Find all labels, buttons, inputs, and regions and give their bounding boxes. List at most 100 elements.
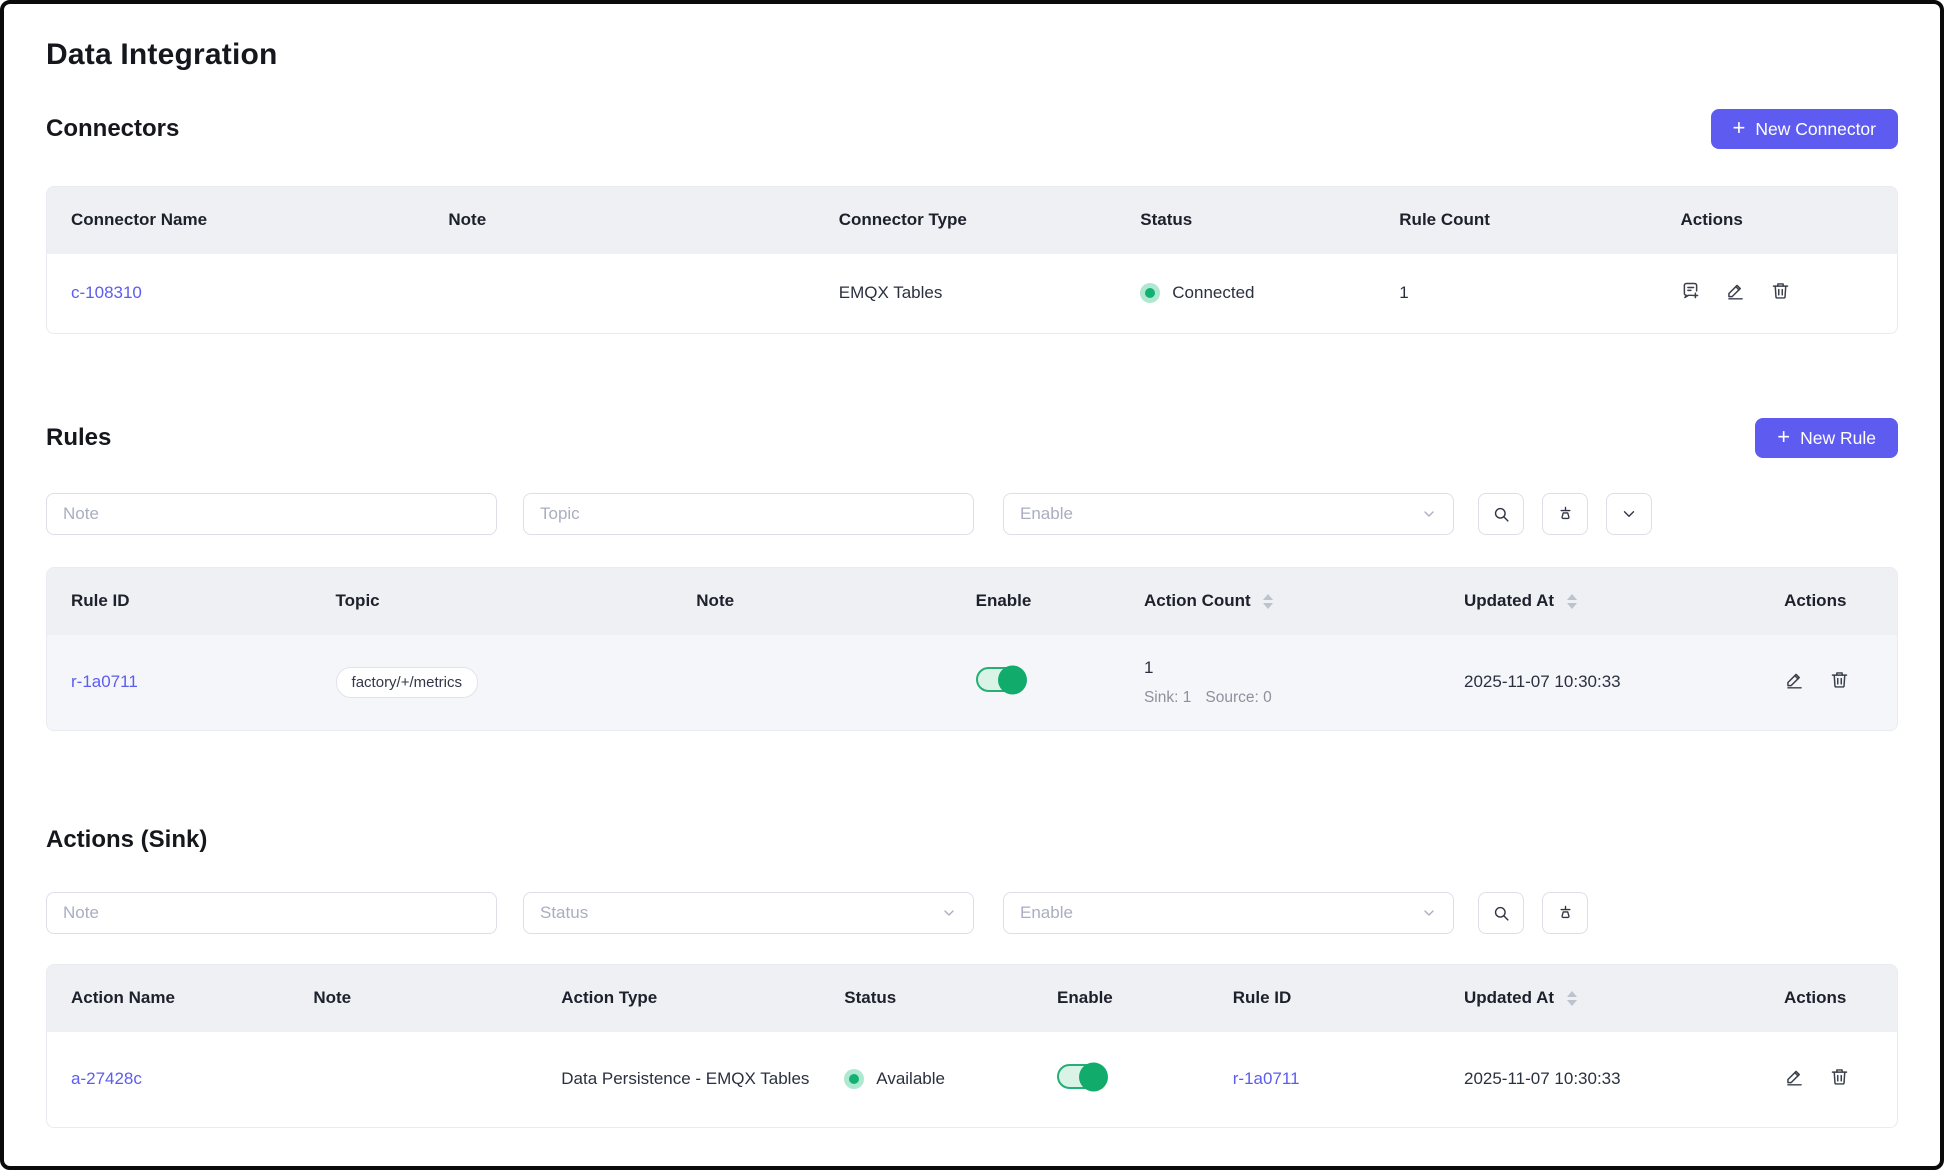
plus-icon: + (1732, 115, 1746, 140)
rules-section-header: Rules + New Rule (46, 418, 1898, 458)
actions-clear-filters-button[interactable] (1542, 892, 1588, 934)
actions-enable-filter-select[interactable]: Enable (1003, 892, 1454, 934)
edit-icon[interactable] (1784, 669, 1805, 690)
rules-clear-filters-button[interactable] (1542, 493, 1588, 535)
rule-enable-toggle[interactable] (975, 665, 1027, 695)
action-row-actions (1784, 1066, 1850, 1087)
col-topic: Topic (311, 568, 673, 634)
page-title: Data Integration (46, 38, 278, 71)
topic-pill: factory/+/metrics (335, 666, 478, 698)
plus-icon: + (1777, 424, 1791, 449)
action-name-link[interactable]: a-27428c (71, 1069, 142, 1089)
trash-icon[interactable] (1829, 1066, 1850, 1087)
action-updated-at-cell: 2025-11-07 10:30:33 (1439, 1030, 1761, 1127)
rule-action-count-cell: 1 Sink: 1 Source: 0 (1119, 633, 1441, 730)
actions-sink-heading: Actions (Sink) (46, 826, 208, 853)
col-note: Note (424, 187, 815, 253)
sort-carets-icon[interactable] (1263, 593, 1274, 609)
rule-row: r-1a0711 factory/+/metrics 1 Sink: 1 Sour… (47, 633, 1897, 730)
action-status-badge: Available (844, 1069, 945, 1090)
rule-id-link[interactable]: r-1a0711 (71, 672, 138, 692)
action-rule-id-link[interactable]: r-1a0711 (1232, 1069, 1300, 1089)
col-connector-name: Connector Name (47, 187, 425, 253)
col-action-type: Action Type (537, 965, 821, 1031)
col-action-name: Action Name (47, 965, 290, 1031)
enable-select-placeholder: Enable (1020, 504, 1073, 523)
connector-note-cell (424, 252, 815, 333)
actions-note-filter-input[interactable] (46, 892, 497, 934)
new-rule-button[interactable]: + New Rule (1755, 418, 1898, 458)
search-icon (1494, 906, 1509, 921)
col-note: Note (289, 965, 538, 1031)
col-note: Note (672, 568, 952, 634)
col-rule-id: Rule ID (47, 568, 312, 634)
rules-enable-filter-select[interactable]: Enable (1003, 493, 1454, 535)
connector-type-cell: EMQX Tables (814, 252, 1117, 333)
action-row: a-27428c Data Persistence - EMQX Tables … (47, 1030, 1897, 1127)
broom-icon (1559, 905, 1571, 918)
connector-status-label: Connected (1172, 283, 1255, 303)
rules-search-button[interactable] (1478, 493, 1524, 535)
status-select-placeholder: Status (540, 903, 589, 922)
col-updated-at: Updated At (1440, 568, 1761, 634)
actions-search-button[interactable] (1478, 892, 1524, 934)
chevron-down-icon (1623, 511, 1635, 517)
chevron-down-icon (944, 910, 954, 916)
status-dot-icon (1140, 283, 1161, 304)
sort-carets-icon[interactable] (1566, 990, 1577, 1006)
new-connector-button-label: New Connector (1755, 118, 1876, 139)
rule-row-actions (1784, 669, 1850, 690)
connector-status-badge: Connected (1140, 283, 1255, 304)
rule-note-cell (672, 633, 952, 730)
create-rule-icon[interactable] (1680, 280, 1701, 301)
new-rule-button-label: New Rule (1800, 427, 1876, 448)
col-status: Status (820, 965, 1034, 1031)
action-count-detail: Sink: 1 Source: 0 (1143, 688, 1272, 706)
col-action-count: Action Count (1119, 568, 1441, 634)
connector-row-actions (1680, 280, 1791, 301)
actions-status-filter-select[interactable]: Status (523, 892, 974, 934)
col-rule-count: Rule Count (1375, 187, 1657, 253)
sort-carets-icon[interactable] (1566, 593, 1577, 609)
connector-row: c-108310 EMQX Tables Connected 1 (47, 252, 1897, 333)
trash-icon[interactable] (1770, 280, 1791, 301)
trash-icon[interactable] (1829, 669, 1850, 690)
rule-updated-at-cell: 2025-11-07 10:30:33 (1440, 633, 1761, 730)
rules-header-row: Rule ID Topic Note Enable Action Count U… (47, 568, 1897, 634)
action-type-cell: Data Persistence - EMQX Tables (537, 1030, 821, 1127)
connector-name-link[interactable]: c-108310 (71, 283, 142, 303)
edit-icon[interactable] (1725, 280, 1746, 301)
new-connector-button[interactable]: + New Connector (1710, 109, 1898, 149)
actions-sink-section-header: Actions (Sink) (46, 826, 1898, 854)
data-integration-page: Data Integration Connectors + New Connec… (4, 4, 1940, 1128)
action-count-value: 1 (1143, 657, 1154, 677)
col-enable: Enable (1033, 965, 1209, 1031)
rules-note-filter-input[interactable] (46, 493, 497, 535)
connector-rule-count-cell: 1 (1375, 252, 1657, 333)
edit-icon[interactable] (1784, 1066, 1805, 1087)
search-icon (1494, 507, 1509, 522)
col-actions: Actions (1760, 568, 1897, 634)
col-rule-id: Rule ID (1208, 965, 1440, 1031)
status-dot-icon (844, 1069, 865, 1090)
action-status-label: Available (876, 1069, 945, 1089)
action-enable-toggle[interactable] (1057, 1062, 1109, 1092)
chevron-down-icon (1424, 910, 1434, 916)
action-note-cell (289, 1030, 538, 1127)
rules-topic-filter-input[interactable] (523, 493, 974, 535)
connectors-table: Connector Name Note Connector Type Statu… (46, 186, 1898, 334)
col-actions: Actions (1760, 965, 1897, 1031)
actions-header-row: Action Name Note Action Type Status Enab… (47, 965, 1897, 1031)
connectors-header-row: Connector Name Note Connector Type Statu… (47, 187, 1897, 253)
chevron-down-icon (1424, 511, 1434, 517)
connectors-heading: Connectors (46, 115, 180, 142)
col-enable: Enable (951, 568, 1120, 634)
rules-filter-bar: Enable (46, 493, 1898, 535)
rules-collapse-button[interactable] (1606, 493, 1652, 535)
col-updated-at: Updated At (1439, 965, 1761, 1031)
col-actions: Actions (1656, 187, 1897, 253)
actions-filter-bar: Status Enable (46, 892, 1898, 934)
col-status: Status (1116, 187, 1376, 253)
connectors-section-header: Connectors + New Connector (46, 109, 1898, 149)
